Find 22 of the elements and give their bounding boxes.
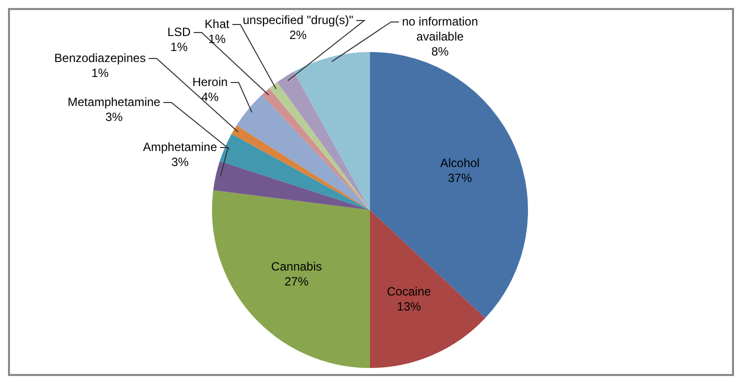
slice-label: Benzodiazepines [54, 50, 146, 65]
slice-label: Cannabis [271, 260, 322, 274]
slice-label: Heroin [192, 74, 228, 89]
slice-label: Amphetamine [142, 140, 218, 154]
data-label: 13% [396, 300, 422, 314]
data-label: 37% [448, 170, 472, 185]
slice-label: Cocaine [386, 284, 432, 299]
slice-label: Khat [204, 16, 230, 31]
data-label: 27% [284, 274, 309, 289]
slice-label: no information available [402, 14, 478, 44]
data-label: 1% [170, 40, 188, 54]
data-label: 4% [201, 90, 219, 104]
data-label: 2% [289, 28, 307, 42]
data-label: 8% [431, 44, 449, 58]
data-label: 1% [208, 32, 226, 46]
data-label: 1% [91, 66, 109, 80]
data-label: 3% [105, 110, 123, 124]
data-label: 3% [171, 154, 189, 169]
slice-label: Alcohol [440, 156, 480, 170]
slice-label: Metamphetamine [68, 94, 161, 109]
slice-label: LSD [167, 24, 192, 39]
slice-label: unspecified "drug(s)" [242, 12, 354, 27]
